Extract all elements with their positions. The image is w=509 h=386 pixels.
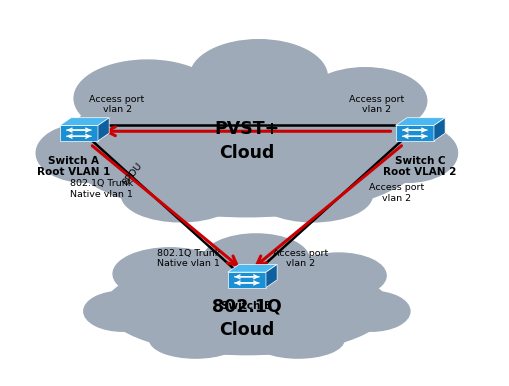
Ellipse shape: [252, 322, 344, 358]
Ellipse shape: [203, 234, 309, 284]
Text: BPDU: BPDU: [121, 161, 144, 187]
Text: PVST+
Cloud: PVST+ Cloud: [214, 120, 279, 162]
Ellipse shape: [190, 40, 327, 113]
Polygon shape: [396, 118, 445, 125]
Polygon shape: [396, 125, 434, 141]
Ellipse shape: [113, 248, 227, 300]
Ellipse shape: [74, 60, 221, 137]
Text: Access port
vlan 2: Access port vlan 2: [349, 95, 404, 114]
Text: Access port
vlan 2: Access port vlan 2: [273, 249, 328, 268]
Polygon shape: [60, 125, 98, 141]
Ellipse shape: [105, 259, 389, 355]
Polygon shape: [434, 118, 445, 141]
Text: Switch C
Root VLAN 2: Switch C Root VLAN 2: [383, 156, 457, 177]
Ellipse shape: [150, 322, 241, 358]
Text: Access port
vlan 2: Access port vlan 2: [90, 95, 145, 114]
Text: 802.1Q
Cloud: 802.1Q Cloud: [212, 298, 282, 339]
Polygon shape: [266, 264, 277, 288]
Ellipse shape: [122, 168, 240, 222]
Ellipse shape: [358, 124, 458, 182]
Ellipse shape: [291, 253, 386, 298]
Text: Switch B: Switch B: [221, 301, 272, 311]
Text: 802.1Q Trunk
Native vlan 1: 802.1Q Trunk Native vlan 1: [70, 179, 133, 199]
Polygon shape: [60, 118, 109, 125]
Polygon shape: [228, 272, 266, 288]
Ellipse shape: [84, 291, 161, 331]
Text: Access port
vlan 2: Access port vlan 2: [370, 183, 425, 203]
Ellipse shape: [333, 291, 410, 331]
Ellipse shape: [36, 124, 135, 182]
Ellipse shape: [64, 76, 430, 217]
Ellipse shape: [254, 168, 372, 222]
Polygon shape: [228, 264, 277, 272]
Polygon shape: [98, 118, 109, 141]
Text: 802.1Q Trunk
Native vlan 1: 802.1Q Trunk Native vlan 1: [157, 249, 220, 268]
Text: Switch A
Root VLAN 1: Switch A Root VLAN 1: [37, 156, 110, 177]
Ellipse shape: [304, 68, 427, 134]
